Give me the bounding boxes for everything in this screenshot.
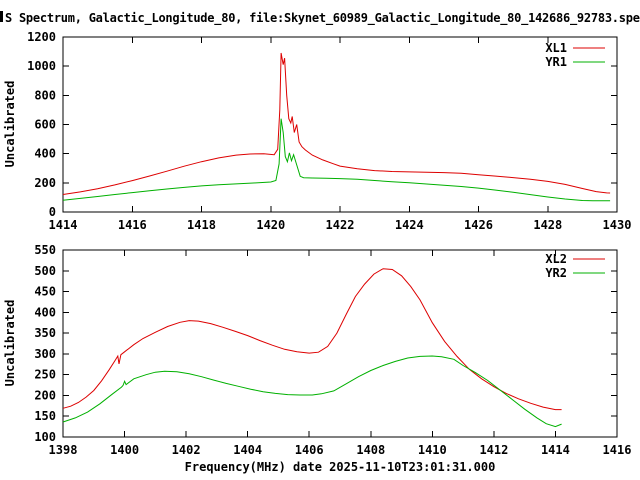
x-tick-label: 1430 bbox=[603, 218, 632, 232]
x-tick-label: 1426 bbox=[464, 218, 493, 232]
y-tick-label: 200 bbox=[34, 388, 56, 402]
x-tick-label: 1408 bbox=[356, 443, 385, 457]
plot2-xlabel: Frequency(MHz) date 2025-11-10T23:01:31.… bbox=[185, 460, 496, 474]
x-tick-label: 1416 bbox=[118, 218, 147, 232]
plot1-top-spectrum: 1414 1416 1418 1420 1422 1424 1426 1428 1430 0 200… bbox=[27, 30, 631, 232]
legend-label-YR2: YR2 bbox=[545, 266, 567, 280]
x-tick-label: 1404 bbox=[233, 443, 262, 457]
x-tick-label: 1406 bbox=[295, 443, 324, 457]
y-tick-label: 800 bbox=[34, 88, 56, 102]
x-tick-label: 1424 bbox=[395, 218, 424, 232]
x-tick-label: 1398 bbox=[49, 443, 78, 457]
y-tick-label: 250 bbox=[34, 368, 56, 382]
x-tick-label: 1414 bbox=[49, 218, 78, 232]
plot-border bbox=[62, 36, 618, 213]
y-tick-label: 0 bbox=[49, 205, 56, 219]
x-tick-label: 1402 bbox=[172, 443, 201, 457]
legend-label-XL1: XL1 bbox=[545, 41, 567, 55]
chart-title: S Spectrum, Galactic_Longitude_80, file:… bbox=[5, 11, 640, 26]
y-tick-label: 1200 bbox=[27, 30, 56, 44]
x-tick-label: 1422 bbox=[326, 218, 355, 232]
y-tick-label: 350 bbox=[34, 326, 56, 340]
x-tick-label: 1412 bbox=[479, 443, 508, 457]
series-YR2 bbox=[62, 355, 562, 428]
x-tick-label: 1418 bbox=[187, 218, 216, 232]
y-tick-label: 300 bbox=[34, 347, 56, 361]
y-tick-label: 600 bbox=[34, 118, 56, 132]
y-tick-label: 1000 bbox=[27, 59, 56, 73]
legend-label-YR1: YR1 bbox=[545, 55, 567, 69]
x-tick-label: 1428 bbox=[533, 218, 562, 232]
series-XL1 bbox=[62, 52, 611, 195]
y-tick-label: 450 bbox=[34, 285, 56, 299]
plot-border bbox=[62, 249, 618, 438]
y-tick-label: 150 bbox=[34, 409, 56, 423]
y-tick-label: 550 bbox=[34, 243, 56, 257]
legend-label-XL2: XL2 bbox=[545, 252, 567, 266]
plot2-bottom-spectrum: 1398 1400 1402 1404 1406 1408 1410 1412 1414 1416… bbox=[34, 243, 631, 457]
plot1-ylabel: Uncalibrated bbox=[3, 81, 17, 168]
x-tick-label: 1420 bbox=[256, 218, 285, 232]
y-tick-label: 100 bbox=[34, 430, 56, 444]
y-tick-label: 200 bbox=[34, 176, 56, 190]
x-tick-label: 1416 bbox=[603, 443, 632, 457]
series-YR1 bbox=[62, 118, 611, 202]
y-tick-label: 400 bbox=[34, 305, 56, 319]
clipped-title-fragment bbox=[0, 11, 3, 22]
series-XL2 bbox=[62, 268, 562, 411]
plot2-ylabel: Uncalibrated bbox=[3, 300, 17, 387]
y-tick-label: 500 bbox=[34, 264, 56, 278]
x-tick-label: 1414 bbox=[541, 443, 570, 457]
y-tick-label: 400 bbox=[34, 147, 56, 161]
x-tick-label: 1410 bbox=[418, 443, 447, 457]
x-tick-label: 1400 bbox=[110, 443, 139, 457]
